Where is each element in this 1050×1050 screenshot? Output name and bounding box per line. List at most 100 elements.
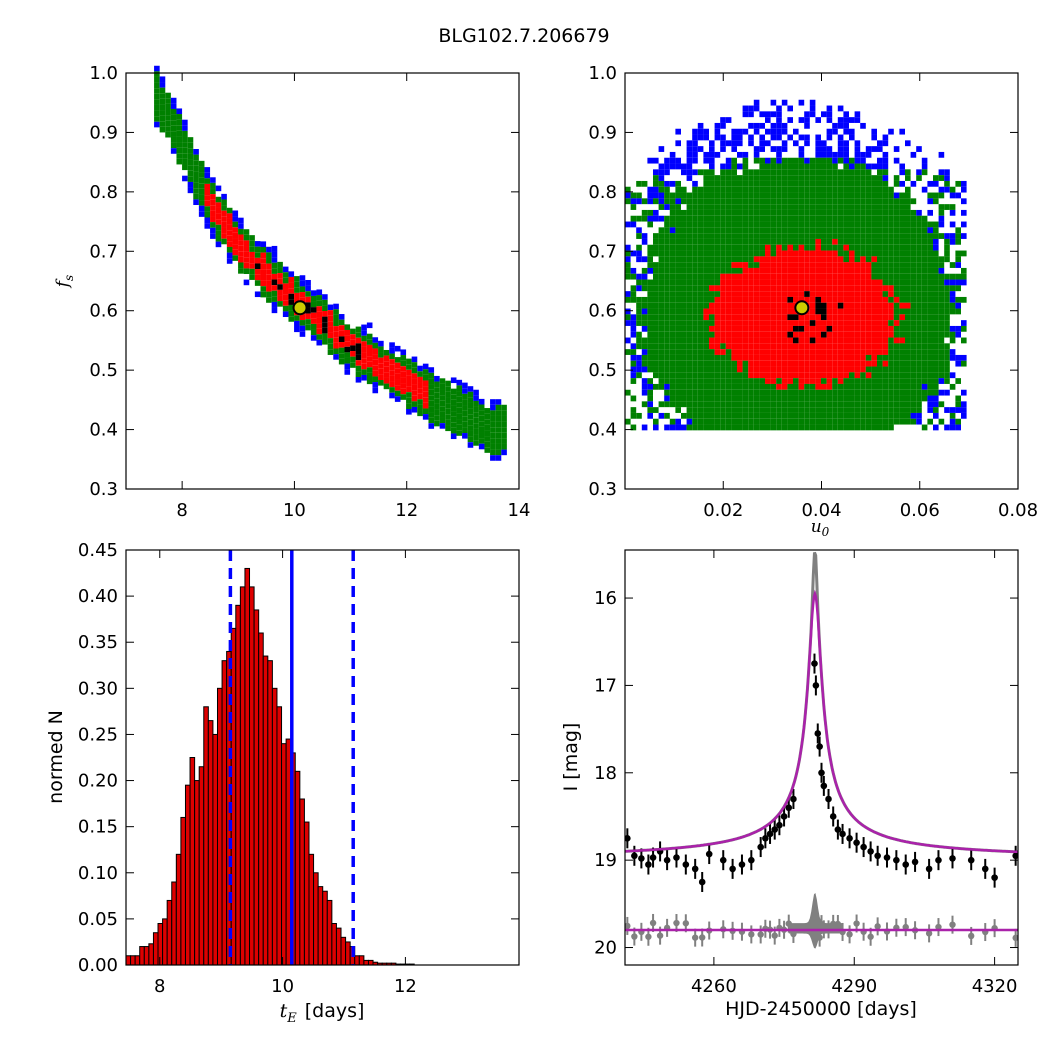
density-cell [434,392,440,399]
density-cell [871,262,877,268]
density-cell [692,169,698,176]
density-cell [849,279,855,286]
density-cell [854,360,861,367]
density-cell [793,412,799,419]
density-cell [770,366,777,373]
density-cell [865,343,872,350]
density-cell [826,198,833,205]
density-cell [893,215,900,222]
density-cell [770,146,777,152]
density-cell [843,291,849,297]
density-cell [804,140,810,147]
density-cell [243,268,250,275]
histogram-bar [367,959,374,966]
density-cell [238,240,244,246]
density-cell [843,273,849,280]
density-cell [837,320,844,326]
density-cell [787,186,793,193]
density-cell [877,238,883,245]
density-cell [826,343,833,350]
density-cell [355,376,362,383]
data-point [757,843,764,851]
density-cell [664,198,670,205]
density-cell [826,146,833,152]
density-cell [473,417,479,424]
density-cell [815,204,821,210]
density-cell [888,418,894,425]
density-cell [781,267,788,274]
density-cell [927,418,933,425]
density-cell [720,424,726,431]
density-cell [742,366,749,373]
density-cell [871,238,877,245]
density-cell [854,215,861,222]
density-cell [742,273,749,280]
density-cell [837,238,844,245]
density-cell [636,372,642,379]
density-cell [944,175,950,181]
density-cell [636,192,642,199]
density-cell [865,169,872,176]
density-cell [731,273,737,280]
density-cell [653,308,659,315]
density-cell [692,186,698,193]
density-cell [748,186,754,193]
density-cell [787,378,793,384]
density-cell [282,311,289,318]
density-cell [753,291,760,297]
density-cell [692,296,698,303]
density-cell [860,366,866,373]
density-cell [731,412,737,419]
density-cell [882,250,889,257]
data-point [834,826,842,833]
density-cell [697,349,704,355]
density-cell [849,331,855,338]
density-cell [781,99,788,106]
density-cell [737,366,743,373]
density-cell [871,146,877,152]
density-cell [765,302,771,309]
density-cell [787,180,793,187]
density-cell [731,366,737,373]
density-cell [815,407,821,413]
residual-point [682,920,690,927]
density-cell [882,296,889,303]
density-cell [809,209,816,216]
density-cell [641,279,648,286]
density-cell [669,383,676,390]
density-cell [837,296,844,303]
density-cell [737,140,743,147]
density-cell [781,320,788,326]
density-cell [725,117,732,123]
data-point [846,835,853,842]
density-cell [686,244,693,251]
data-point [981,865,989,873]
density-cell [720,134,726,141]
density-cell [865,296,872,303]
density-cell [664,157,670,164]
density-cell [837,204,844,210]
density-cell [759,221,765,228]
density-cell [647,256,653,263]
density-cell [815,151,821,158]
density-cell [910,285,917,292]
density-cell [871,180,877,187]
density-cell [770,354,777,361]
density-cell [781,285,788,292]
density-cell [748,349,754,355]
density-cell [927,343,933,350]
density-cell [781,273,788,280]
density-cell [697,169,704,176]
density-cell [327,315,334,322]
density-cell [625,320,631,326]
density-cell [636,180,642,187]
density-cell [849,186,855,193]
density-cell [809,325,816,332]
density-cell [305,302,311,308]
density-cell [686,256,693,263]
density-cell [417,404,423,411]
density-cell [804,262,810,268]
density-cell [703,267,709,274]
density-cell [865,337,872,344]
